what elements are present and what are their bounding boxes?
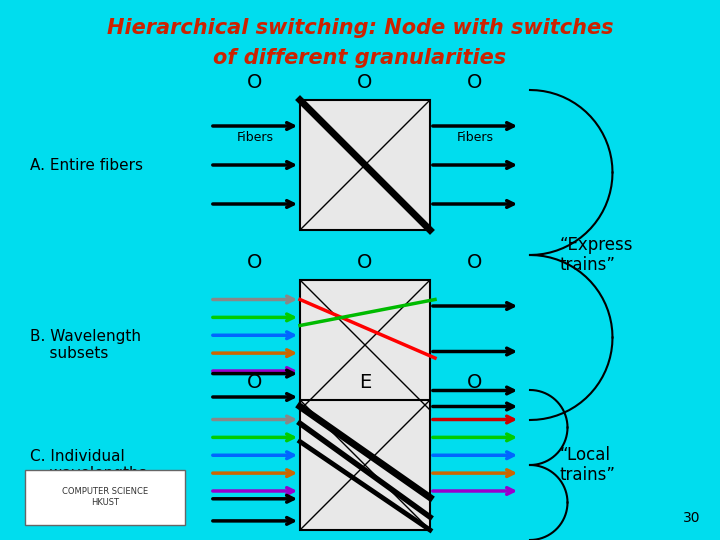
Text: O: O xyxy=(357,253,373,272)
Text: O: O xyxy=(467,73,482,92)
Text: Fibers: Fibers xyxy=(456,131,493,144)
Bar xyxy=(25,470,185,525)
Text: C. Individual
    wavelengths: C. Individual wavelengths xyxy=(30,449,147,481)
Text: E: E xyxy=(359,373,371,392)
Text: O: O xyxy=(247,73,263,92)
Text: O: O xyxy=(357,73,373,92)
Bar xyxy=(300,400,430,530)
Text: 30: 30 xyxy=(683,511,700,525)
Text: O: O xyxy=(467,373,482,392)
Text: Fibers: Fibers xyxy=(236,131,274,144)
Text: COMPUTER SCIENCE
HKUST: COMPUTER SCIENCE HKUST xyxy=(62,487,148,507)
Bar xyxy=(300,280,430,410)
Text: “Local
trains”: “Local trains” xyxy=(560,446,616,484)
Text: O: O xyxy=(247,373,263,392)
Bar xyxy=(300,100,430,230)
Text: A. Entire fibers: A. Entire fibers xyxy=(30,158,143,172)
Text: of different granularities: of different granularities xyxy=(213,48,507,68)
Text: “Express
trains”: “Express trains” xyxy=(560,235,634,274)
Text: B. Wavelength
    subsets: B. Wavelength subsets xyxy=(30,329,141,361)
Text: O: O xyxy=(247,253,263,272)
Text: Hierarchical switching: Node with switches: Hierarchical switching: Node with switch… xyxy=(107,18,613,38)
Text: O: O xyxy=(467,253,482,272)
